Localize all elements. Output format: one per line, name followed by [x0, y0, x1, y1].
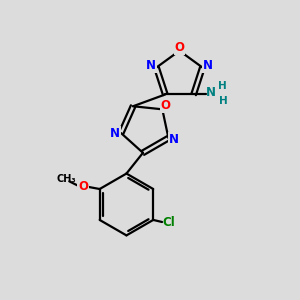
Text: Cl: Cl — [162, 216, 175, 230]
Text: N: N — [146, 59, 156, 73]
Text: H: H — [218, 81, 226, 91]
Text: N: N — [206, 86, 216, 100]
Text: N: N — [110, 127, 120, 140]
Text: N: N — [203, 59, 213, 73]
Text: H: H — [219, 96, 227, 106]
Text: O: O — [174, 41, 184, 54]
Text: CH₃: CH₃ — [57, 174, 76, 184]
Text: O: O — [161, 99, 171, 112]
Text: N: N — [169, 133, 179, 146]
Text: O: O — [78, 180, 88, 193]
